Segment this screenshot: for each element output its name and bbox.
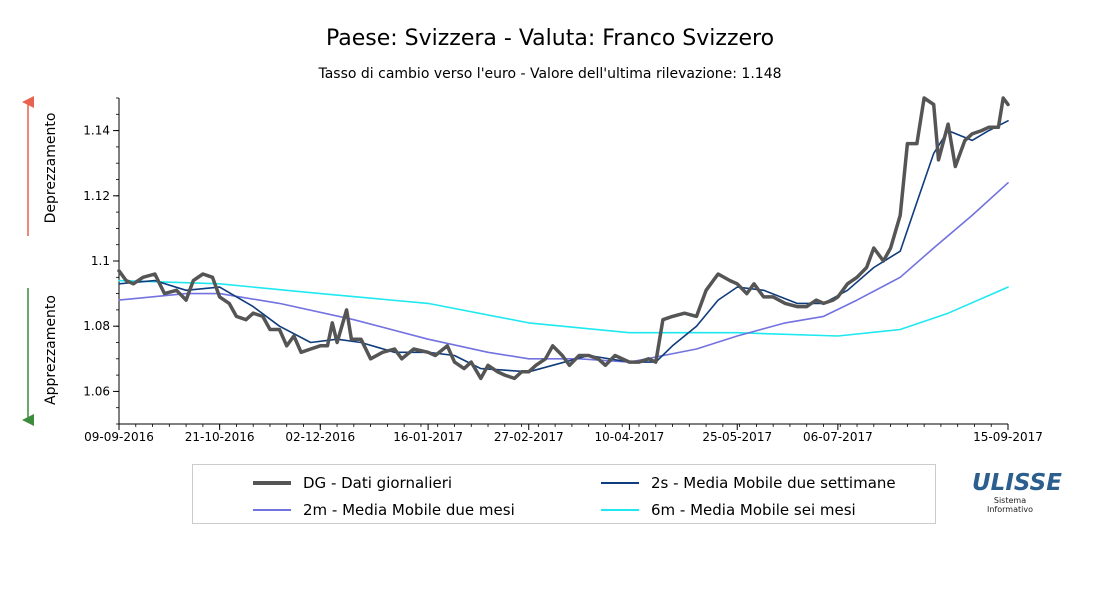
- x-tick-label: 15-09-2017: [973, 430, 1043, 444]
- legend-swatch-ma2s: [601, 482, 639, 484]
- side-arrows: Deprezzamento Apprezzamento: [22, 96, 59, 426]
- x-tick-label: 09-09-2016: [84, 430, 154, 444]
- appreciation-label: Apprezzamento: [43, 295, 59, 405]
- logo-wordmark: ULISSE: [972, 470, 1062, 496]
- legend: DG - Dati giornalieri 2s - Media Mobile …: [192, 464, 936, 524]
- y-tick-label: 1.08: [83, 319, 110, 333]
- x-tick-label: 10-04-2017: [595, 430, 665, 444]
- legend-swatch-ma6m: [601, 509, 639, 511]
- y-tick-label: 1.06: [83, 384, 110, 398]
- x-tick-label: 25-05-2017: [702, 430, 772, 444]
- logo-line1: Sistema: [993, 496, 1027, 505]
- logo-line2: Informativo: [987, 505, 1033, 514]
- legend-label-ma2s: 2s - Media Mobile due settimane: [651, 474, 896, 492]
- series-lines: [117, 96, 1010, 381]
- series-line-ma2m: [118, 182, 1009, 363]
- x-tick-label: 02-12-2016: [285, 430, 355, 444]
- x-tick-label: 16-01-2017: [393, 430, 463, 444]
- depreciation-label: Deprezzamento: [43, 113, 59, 224]
- chart-title: Paese: Svizzera - Valuta: Franco Svizzer…: [325, 26, 775, 51]
- legend-label-dg: DG - Dati giornalieri: [303, 474, 453, 492]
- y-tick-label: 1.1: [91, 254, 110, 268]
- legend-swatch-dg: [253, 481, 291, 485]
- x-tick-label: 21-10-2016: [185, 430, 255, 444]
- y-tick-label: 1.14: [83, 124, 110, 138]
- series-line-ma2s: [118, 120, 1009, 373]
- axes: 1.06 1.08 1.1 1.12 1.14 09-09-2016 21-10-2016 0…: [83, 97, 1043, 444]
- legend-label-ma6m: 6m - Media Mobile sei mesi: [651, 501, 856, 519]
- series-line-ma6m: [118, 279, 1009, 337]
- chart-subtitle: Tasso di cambio verso l'euro - Valore de…: [318, 66, 782, 82]
- legend-label-ma2m: 2m - Media Mobile due mesi: [303, 501, 515, 519]
- ulisse-logo: ULISSE Sistema Informativo: [972, 470, 1062, 514]
- x-tick-label: 06-07-2017: [803, 430, 873, 444]
- legend-swatch-ma2m: [253, 509, 291, 511]
- series-line-dg: [117, 96, 1010, 381]
- x-tick-label: 27-02-2017: [494, 430, 564, 444]
- y-tick-label: 1.12: [83, 189, 110, 203]
